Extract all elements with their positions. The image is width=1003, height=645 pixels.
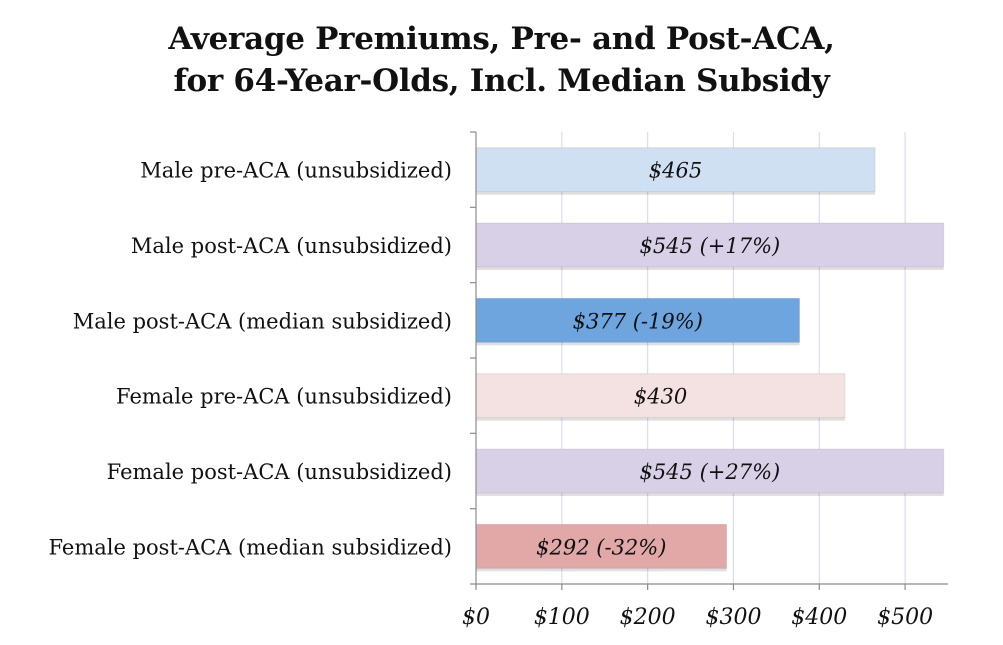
bar	[475, 373, 846, 419]
bar-shadow	[476, 342, 800, 346]
category-label: Female post-ACA (median subsidized)	[48, 535, 452, 559]
labels: $465 Male pre-ACA (unsubsidized) $545 (+17…	[48, 159, 933, 630]
data-label: $465	[649, 159, 702, 183]
x-tick-label: $100	[534, 605, 590, 630]
category-label: Female post-ACA (unsubsidized)	[107, 460, 452, 484]
bar-shadow	[476, 493, 944, 496]
data-label: $545 (+17%)	[639, 234, 780, 258]
bar	[475, 222, 945, 268]
chart-title: Average Premiums, Pre- and Post-ACA, for…	[0, 18, 1003, 102]
bar	[475, 448, 945, 494]
data-label: $377 (-19%)	[573, 309, 703, 333]
x-tick-label: $300	[705, 605, 761, 630]
bar	[475, 523, 728, 569]
data-label: $430	[634, 385, 687, 409]
axes	[470, 131, 948, 590]
bar-shadow	[476, 568, 727, 572]
chart-title-line-1: Average Premiums, Pre- and Post-ACA,	[168, 21, 835, 57]
category-label: Male post-ACA (median subsidized)	[73, 309, 452, 333]
x-tick-label: $500	[877, 605, 933, 630]
x-tick-label: $200	[620, 605, 676, 630]
category-label: Female pre-ACA (unsubsidized)	[116, 385, 452, 409]
bar-shadow	[476, 191, 876, 195]
bars	[475, 147, 945, 572]
x-tick-label: $400	[791, 605, 847, 630]
data-label: $545 (+27%)	[639, 460, 780, 484]
chart-title-line-2: for 64-Year-Olds, Incl. Median Subsidy	[173, 63, 830, 99]
bar-shadow	[476, 267, 944, 270]
bar	[475, 147, 876, 193]
category-label: Male pre-ACA (unsubsidized)	[140, 159, 452, 183]
x-tick-label: $0	[462, 605, 490, 630]
data-label: $292 (-32%)	[536, 535, 666, 559]
category-label: Male post-ACA (unsubsidized)	[131, 234, 452, 258]
bar-shadow	[476, 417, 846, 421]
grid-lines	[561, 132, 906, 584]
